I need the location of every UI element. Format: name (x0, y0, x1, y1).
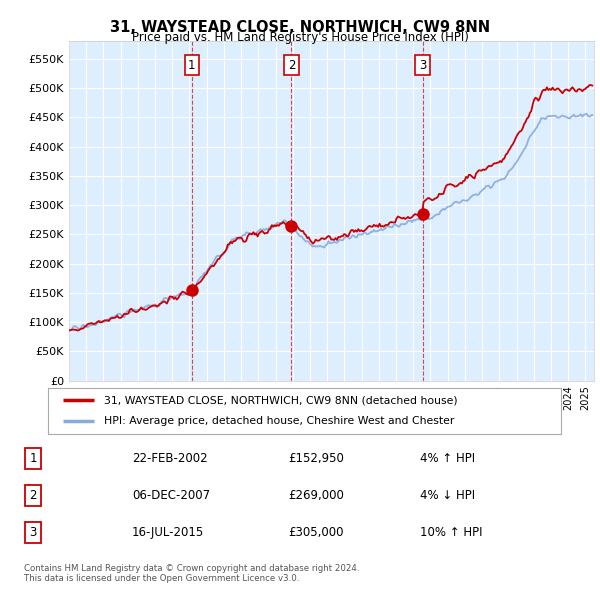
Text: £152,950: £152,950 (288, 451, 344, 465)
Text: 4% ↓ HPI: 4% ↓ HPI (420, 489, 475, 502)
Text: 2: 2 (29, 489, 37, 502)
Text: 16-JUL-2015: 16-JUL-2015 (132, 526, 204, 539)
Text: Price paid vs. HM Land Registry's House Price Index (HPI): Price paid vs. HM Land Registry's House … (131, 31, 469, 44)
Text: 1: 1 (29, 451, 37, 465)
Text: £269,000: £269,000 (288, 489, 344, 502)
Text: 1: 1 (188, 58, 196, 71)
Text: 31, WAYSTEAD CLOSE, NORTHWICH, CW9 8NN: 31, WAYSTEAD CLOSE, NORTHWICH, CW9 8NN (110, 20, 490, 35)
Text: 22-FEB-2002: 22-FEB-2002 (132, 451, 208, 465)
Text: 3: 3 (419, 58, 426, 71)
Text: 2: 2 (287, 58, 295, 71)
Text: 31, WAYSTEAD CLOSE, NORTHWICH, CW9 8NN (detached house): 31, WAYSTEAD CLOSE, NORTHWICH, CW9 8NN (… (104, 395, 458, 405)
Text: 10% ↑ HPI: 10% ↑ HPI (420, 526, 482, 539)
Text: 4% ↑ HPI: 4% ↑ HPI (420, 451, 475, 465)
Text: HPI: Average price, detached house, Cheshire West and Chester: HPI: Average price, detached house, Ches… (104, 417, 455, 427)
Text: £305,000: £305,000 (288, 526, 343, 539)
Text: 3: 3 (29, 526, 37, 539)
Text: 06-DEC-2007: 06-DEC-2007 (132, 489, 210, 502)
Text: Contains HM Land Registry data © Crown copyright and database right 2024.
This d: Contains HM Land Registry data © Crown c… (24, 563, 359, 583)
